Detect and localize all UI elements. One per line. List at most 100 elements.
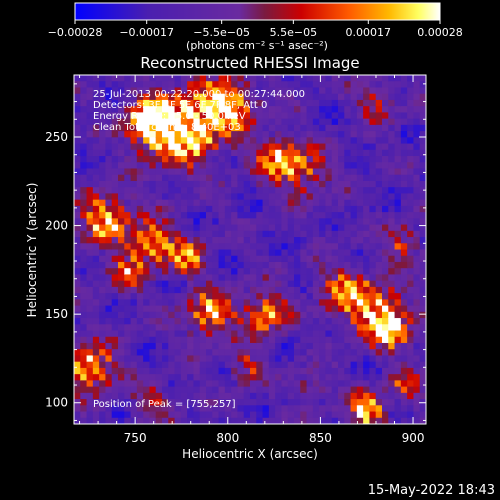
heatmap-cell [325, 311, 333, 319]
heatmap-cell [243, 168, 251, 176]
heatmap-cell [224, 255, 232, 263]
heatmap-cell [382, 399, 389, 406]
heatmap-cell [99, 193, 107, 201]
heatmap-cell [224, 75, 232, 82]
heatmap-cell [243, 93, 251, 101]
heatmap-cell [388, 411, 396, 419]
heatmap-cell [180, 218, 188, 226]
heatmap-cell [124, 280, 132, 288]
heatmap-cell [187, 367, 195, 375]
heatmap-cell [350, 280, 358, 288]
heatmap-cell [80, 99, 88, 107]
heatmap-cell [338, 224, 345, 232]
heatmap-cell [331, 286, 339, 294]
heatmap-cell [275, 99, 283, 107]
heatmap-cell [312, 342, 320, 350]
heatmap-cell [331, 268, 339, 276]
heatmap-cell [86, 280, 94, 288]
heatmap-cell [111, 124, 119, 132]
heatmap-cell [105, 87, 113, 95]
heatmap-cell [193, 75, 201, 82]
heatmap-cell [363, 255, 371, 263]
heatmap-cell [325, 349, 333, 357]
heatmap-cell [118, 87, 125, 95]
heatmap-cell [99, 168, 107, 176]
heatmap-cell [118, 349, 125, 357]
heatmap-cell [118, 355, 125, 363]
heatmap-cell [149, 268, 157, 276]
heatmap-cell [350, 318, 358, 325]
heatmap-cell [400, 324, 408, 332]
heatmap-cell [118, 118, 125, 126]
heatmap-cell [382, 137, 389, 145]
heatmap-cell [149, 187, 157, 195]
heatmap-cell [369, 199, 377, 207]
heatmap-cell [130, 230, 138, 238]
heatmap-cell [275, 218, 283, 226]
heatmap-cell [363, 237, 371, 244]
heatmap-cell [400, 124, 408, 132]
heatmap-cell [136, 168, 144, 176]
heatmap-cell [105, 318, 113, 325]
heatmap-cell [268, 199, 276, 207]
heatmap-cell [193, 286, 201, 294]
heatmap-cell [206, 399, 213, 406]
heatmap-cell [174, 249, 182, 257]
heatmap-cell [338, 311, 345, 319]
heatmap-cell [382, 255, 389, 263]
heatmap-cell [287, 224, 295, 232]
heatmap-cell [80, 75, 88, 82]
heatmap-cell [231, 156, 239, 163]
heatmap-cell [149, 280, 157, 288]
heatmap-cell [300, 75, 308, 82]
heatmap-cell [325, 224, 333, 232]
heatmap-cell [331, 305, 339, 313]
heatmap-cell [118, 75, 125, 82]
heatmap-cell [193, 218, 201, 226]
heatmap-cell [130, 174, 138, 182]
heatmap-cell [111, 106, 119, 113]
heatmap-cell [218, 405, 226, 413]
heatmap-cell [375, 243, 383, 251]
heatmap-cell [382, 392, 389, 400]
heatmap-cell [92, 330, 100, 338]
heatmap-cell [312, 268, 320, 276]
heatmap-cell [143, 137, 151, 145]
heatmap-cell [356, 318, 364, 325]
heatmap-cell [80, 212, 88, 219]
heatmap-cell [281, 230, 289, 238]
heatmap-cell [206, 361, 213, 369]
heatmap-cell [369, 318, 377, 325]
heatmap-cell [149, 106, 157, 113]
heatmap-cell [130, 149, 138, 157]
heatmap-cell [375, 318, 383, 325]
heatmap-cell [407, 349, 415, 357]
heatmap-cell [99, 274, 107, 282]
heatmap-cell [143, 261, 151, 269]
heatmap-cell [312, 112, 320, 120]
heatmap-cell [281, 243, 289, 251]
heatmap-cell [407, 230, 415, 238]
heatmap-cell [400, 255, 408, 263]
heatmap-cell [118, 162, 125, 170]
heatmap-cell [363, 99, 371, 107]
heatmap-cell [344, 218, 352, 226]
heatmap-cell [382, 168, 389, 176]
heatmap-cell [218, 361, 226, 369]
heatmap-cell [363, 199, 371, 207]
heatmap-cell [243, 243, 251, 251]
heatmap-cell [356, 274, 364, 282]
heatmap-cell [218, 342, 226, 350]
heatmap-cell [99, 374, 107, 381]
heatmap-cell [400, 81, 408, 89]
heatmap-cell [400, 230, 408, 238]
heatmap-cell [224, 137, 232, 145]
heatmap-cell [350, 106, 358, 113]
heatmap-cell [262, 349, 270, 357]
heatmap-cell [388, 75, 396, 82]
heatmap-cell [281, 156, 289, 163]
heatmap-cell [356, 137, 364, 145]
heatmap-cell [413, 336, 421, 344]
heatmap-cell [86, 131, 94, 138]
